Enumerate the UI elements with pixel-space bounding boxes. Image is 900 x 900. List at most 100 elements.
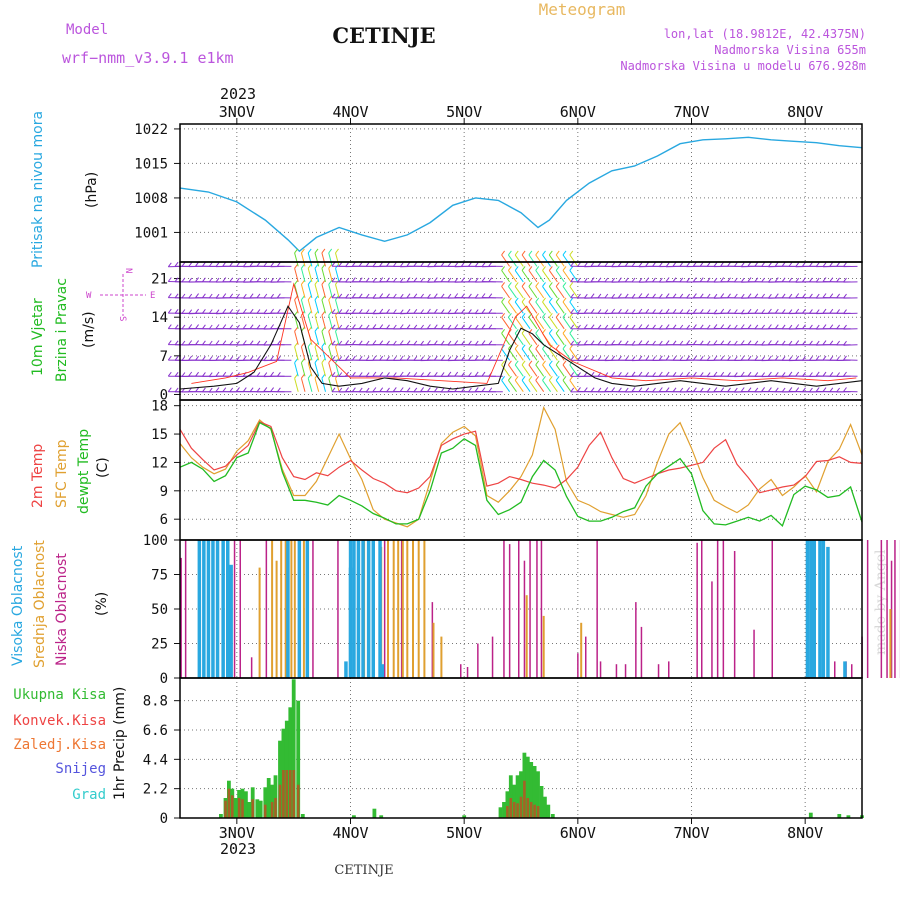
wind-barb-flag [679,277,684,283]
wind-barb-flag [740,324,745,329]
wind-barb-flag [815,324,820,330]
mid-cloud-bar [417,540,420,678]
total-precip-bar [270,784,274,818]
wind-barb-flag [740,262,745,268]
wind-barb-flag [570,324,575,330]
wind-barb-flag [351,277,356,282]
wind-barb-flag [379,293,384,298]
wind-barb-flag [795,293,800,298]
wind-barb-flag [645,261,650,267]
wind-barb-flag [276,293,281,299]
wind-barb-flag [618,308,622,314]
wind-barb-flag [569,375,574,381]
wind-barb-flag [167,324,172,329]
wind-barb-flag [740,293,745,299]
wind-barb-flag [548,297,553,303]
wind-barb-flag [740,355,745,361]
wind-barb-flag [604,309,609,314]
wind-barb-flag [386,308,390,314]
wind-barb-flag [201,293,206,299]
conv-precip-bar [274,798,277,818]
wind-barb-flag [733,387,738,393]
wind-barb-flag [672,340,677,346]
mid-cloud-bar [580,622,583,678]
high-cloud-bar [305,540,310,678]
high-cloud-bar [344,661,348,678]
wind-barb-flag [351,387,356,393]
wind-barb-flag [822,340,827,345]
wind-barb-flag [461,371,465,377]
wind-barb-flag [300,263,305,269]
wind-barb-flag [706,340,711,346]
wind-barb-flag [774,340,779,346]
wind-barb [521,364,531,377]
wind-barb-flag [686,324,690,330]
wind-barb-flag [604,277,609,283]
total-precip-bar [529,762,534,818]
wind-barb-flag [236,356,240,361]
low-cloud-bar [400,540,403,678]
wind-barb-flag [843,277,847,283]
wind-barb-flag [321,263,326,269]
wind-barb-flag [611,371,615,377]
wind-barb-flag [693,293,697,298]
wind-barb-flag [829,387,834,393]
wind-barb-flag [768,371,772,377]
wind-barb-flag [249,277,254,282]
date-label-bottom: 7NOV [673,824,709,842]
wind-barb-flag [256,261,261,267]
wind-barb-flag [747,340,752,346]
wind-barb-flag [754,261,759,267]
wind-barb-flag [195,308,200,314]
wind-barb-flag [300,295,305,301]
wind-barb [321,331,326,345]
wind-barb-flag [795,355,800,361]
high-cloud-bar [805,540,810,678]
wind-barb-flag [631,324,636,330]
wind-barb-flag [249,324,254,330]
wind-barb [528,317,538,330]
wind-barb-flag [562,282,567,287]
wind-barb-flag [836,324,840,330]
wind-barb-flag [809,293,813,299]
wind-barb-flag [249,340,254,346]
wind-barb-flag [672,324,677,330]
conv-precip-bar [251,799,254,818]
wind-barb [514,254,524,267]
wind-barb-flag [474,277,479,283]
wind-barb [562,348,572,361]
wind-barb-flag [474,387,479,392]
wind-barb [307,378,313,392]
low-cloud-bar [337,540,339,678]
wind-barb-flag [276,355,281,361]
low-cloud-bar [696,542,698,678]
wind-barb-flag [307,248,312,254]
low-cloud-bar [466,667,469,678]
wind-barb-flag [358,372,363,377]
conv-precip-bar [296,784,300,818]
wind-barb-flag [413,308,418,314]
wind-barb-flag [314,326,319,332]
wind-barb-flag [242,293,247,299]
wind-barb-flag [672,308,677,314]
high-cloud-bar [843,661,847,678]
wind-barb-flag [611,308,615,314]
wind-barb-flag [345,277,350,283]
high-cloud-bar [821,540,826,678]
total-precip-bar [247,802,252,818]
wind-barb-flag [307,263,312,269]
wind-barb-flag [488,340,493,346]
wind-barb-flag [263,262,268,267]
wind-barb-flag [481,308,486,314]
wind-barb [307,362,313,377]
wind-barb [507,270,517,283]
wind-barb-flag [815,277,820,283]
wind-barb-flag [562,375,567,381]
wind-barb-flag [372,340,377,345]
temp-unit: (C) [95,457,111,478]
low-cloud-bar [180,557,182,678]
wind-barb [514,333,524,346]
wind-barb-flag [249,261,254,267]
low-cloud-bar [265,540,268,678]
wind-barb-flag [843,293,847,299]
